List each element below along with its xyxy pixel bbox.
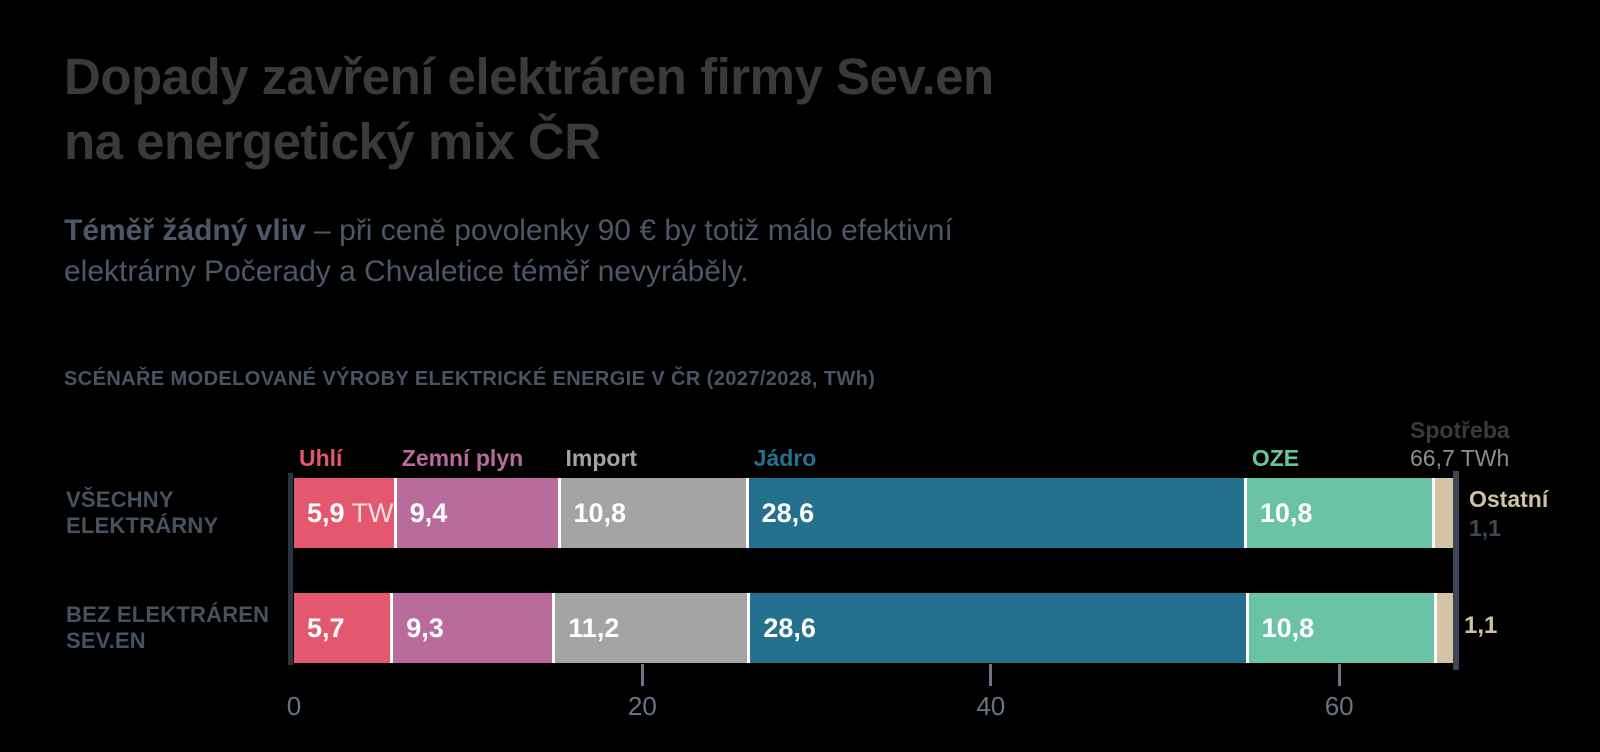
- bar-segment-1: 9,3: [393, 593, 556, 663]
- bar-segment-0: 5,7: [294, 593, 394, 663]
- bar-row-1: 5,7 9,3 11,2 28,6 10,8: [294, 593, 1456, 663]
- bar-segment-0: 5,9 TWh: [294, 478, 397, 548]
- bar-segment-4: 10,8: [1246, 478, 1435, 548]
- segment-value: 10,8: [1259, 497, 1313, 528]
- axis-tick-label: 40: [976, 691, 1006, 721]
- bar-segment-2: 11,2: [555, 593, 751, 663]
- segment-value: 28,6: [763, 612, 816, 643]
- subtitle: Téměř žádný vliv – při ceně povolenky 90…: [64, 211, 953, 292]
- bar-row-0: 5,9 TWh 9,4 10,8 28,6 10,8: [294, 478, 1455, 548]
- subtitle-line2: elektrárny Počerady a Chvaletice téměř n…: [64, 254, 749, 288]
- other-value-row-0: 1,1: [1469, 515, 1501, 541]
- segment-value: 9,4: [409, 497, 448, 528]
- segment-value: 11,2: [568, 612, 620, 643]
- bar-segment-5: [1436, 593, 1456, 663]
- other-value-row-1: 1,1: [1464, 612, 1498, 639]
- axis-tick: [1337, 664, 1341, 686]
- row-label-1: BEZ ELEKTRÁREN SEV.EN: [66, 593, 284, 663]
- axis-tick: [989, 664, 993, 686]
- segment-value: 5,7: [307, 612, 345, 643]
- segment-value: 10,8: [573, 497, 627, 528]
- chart-section-title: SCÉNAŘE MODELOVANÉ VÝROBY ELEKTRICKÉ ENE…: [64, 368, 876, 390]
- row-label-line: ELEKTRÁRNY: [66, 513, 219, 538]
- subtitle-emphasis: Téměř žádný vliv: [64, 214, 306, 247]
- page-title-line1: Dopady zavření elektráren firmy Sev.en: [64, 48, 994, 105]
- consumption-value: 66,7 TWh: [1410, 445, 1510, 471]
- subtitle-rest: – při ceně povolenky 90 € by totiž málo …: [305, 214, 953, 247]
- consumption-line: [1452, 471, 1459, 670]
- row-label-0: VŠECHNY ELEKTRÁRNY: [66, 478, 284, 548]
- legend-label-3: Jádro: [753, 445, 817, 471]
- bar-segment-1: 9,4: [396, 478, 561, 548]
- bar-segment-2: 10,8: [560, 478, 749, 548]
- unit-suffix: TWh: [351, 497, 394, 528]
- segment-value: 28,6: [761, 497, 815, 528]
- axis-tick: [640, 664, 644, 686]
- segment-value: 9,3: [406, 612, 444, 643]
- page-title: Dopady zavření elektráren firmy Sev.en n…: [64, 44, 994, 175]
- row-label-line: SEV.EN: [66, 628, 146, 653]
- segment-value: 10,8: [1261, 612, 1315, 643]
- page-title-line2: na energetický mix ČR: [64, 113, 601, 171]
- bar-segment-3: 28,6: [750, 593, 1249, 663]
- row-label-line: BEZ ELEKTRÁREN: [66, 602, 270, 628]
- row-label-line: VŠECHNY: [66, 487, 174, 513]
- axis-tick-label: 60: [1324, 691, 1354, 721]
- legend-label-2: Import: [565, 445, 638, 471]
- bar-segment-3: 28,6: [748, 478, 1247, 548]
- y-axis-line: [288, 473, 293, 665]
- legend-label-0: Uhlí: [299, 445, 343, 471]
- consumption-label: Spotřeba: [1410, 417, 1510, 443]
- axis-tick-label: 20: [627, 691, 657, 721]
- axis-tick-label: 0: [286, 691, 302, 721]
- legend-label-1: Zemní plyn: [401, 445, 524, 471]
- bar-segment-5: [1434, 478, 1455, 548]
- bar-segment-4: 10,8: [1248, 593, 1437, 663]
- segment-value: 5,9 TWh: [294, 497, 394, 529]
- other-label: Ostatní: [1469, 486, 1549, 512]
- subtitle-line1: Téměř žádný vliv – při ceně povolenky 90…: [64, 211, 953, 252]
- legend-label-4: OZE: [1251, 445, 1300, 471]
